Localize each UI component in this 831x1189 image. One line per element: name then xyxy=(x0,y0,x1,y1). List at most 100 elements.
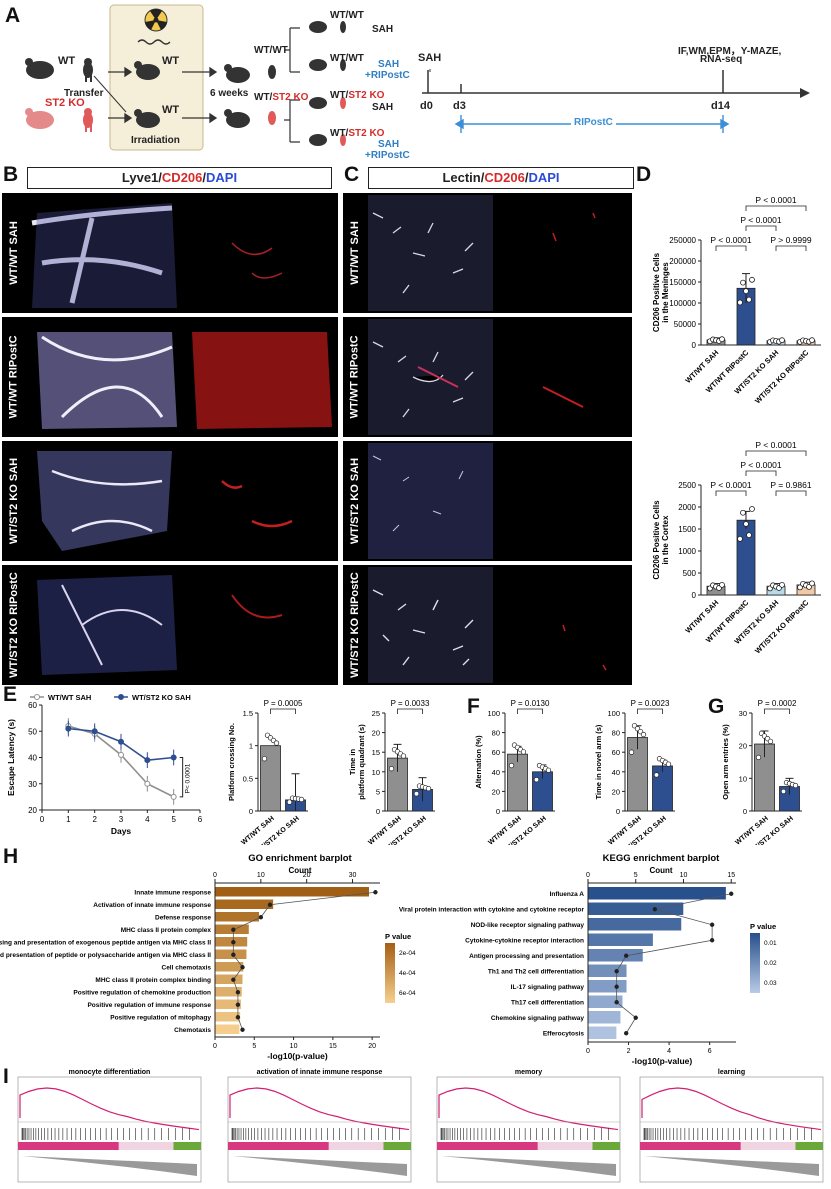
term-label: Th17 cell differentiation xyxy=(511,999,584,1006)
y-tick-label: 0 xyxy=(692,341,697,350)
term-label: Innate immune response xyxy=(134,889,211,896)
term-label: Positive regulation of mitophagy xyxy=(110,1014,211,1021)
group3-sah: SAH xyxy=(372,102,394,113)
rank-colorbar-neg xyxy=(173,1142,201,1150)
p-value-label: P = 0.0005 xyxy=(264,699,303,708)
count-point xyxy=(231,952,236,957)
p-value-label: P = 0.9861 xyxy=(770,480,811,490)
data-point xyxy=(388,766,395,772)
bar xyxy=(215,974,243,984)
significance-bracket xyxy=(745,205,807,211)
y-axis-label: in the Cortex xyxy=(661,515,670,564)
count-point xyxy=(258,915,264,920)
bar xyxy=(588,964,627,977)
y-tick-label: 0.5 xyxy=(243,774,253,783)
significance-bracket xyxy=(745,450,807,456)
term-label: Antigen processing and presentation xyxy=(469,953,584,960)
count-point xyxy=(614,984,619,989)
data-point xyxy=(144,780,151,787)
data-point xyxy=(746,296,752,303)
term-label: IL-17 signaling pathway xyxy=(511,984,585,991)
bar xyxy=(588,1026,617,1039)
x-tick-label: 10 xyxy=(290,1043,298,1050)
timeline-d3: d3 xyxy=(453,100,466,112)
group3-wt: WT/ xyxy=(330,90,349,101)
group1-sah: SAH xyxy=(372,24,394,35)
data-point xyxy=(743,288,749,295)
header-dapi: DAPI xyxy=(206,170,238,185)
count-point xyxy=(235,990,241,995)
y-tick-label: 50 xyxy=(28,727,37,736)
header-sep: / xyxy=(524,170,529,185)
count-tick-label: 0 xyxy=(213,872,217,879)
y-tick-label: 0 xyxy=(743,807,747,816)
x-tick-label: 0 xyxy=(586,1048,590,1055)
y-tick-label: 200000 xyxy=(669,257,696,266)
timeline-end-label-2: RNA-seq xyxy=(700,54,743,65)
bar xyxy=(260,745,281,812)
significance-bracket xyxy=(637,708,663,714)
bar xyxy=(588,933,653,946)
x-tick-label: 0 xyxy=(213,1043,217,1050)
term-label: Influenza A xyxy=(550,891,585,898)
legend-colorbar xyxy=(385,943,395,1003)
y-tick-label: 60 xyxy=(612,748,620,757)
gsea-title: activation of innate immune response xyxy=(257,1069,383,1076)
panel-c-header: Lectin/CD206/DAPI xyxy=(368,167,634,189)
panel-b-row-2: WT/WT RIPostC xyxy=(2,317,338,437)
y-tick-label: 100000 xyxy=(669,299,696,308)
term-label: Cell chemotaxis xyxy=(162,964,212,971)
term-label: Chemokine signaling pathway xyxy=(491,1015,585,1022)
label-st2-ko-red: ST2 KO xyxy=(272,92,309,103)
count-tick-label: 0 xyxy=(586,872,590,879)
data-point xyxy=(400,753,407,759)
data-point xyxy=(780,788,787,795)
y-tick-label: 0 xyxy=(616,807,620,816)
legend-marker xyxy=(34,694,40,700)
term-label: MHC class II protein complex xyxy=(121,927,212,934)
term-label: Antigen processing and presentation of e… xyxy=(0,939,211,946)
label-wt-3: WT xyxy=(162,104,180,116)
label-st2ko: ST2 KO xyxy=(45,97,85,109)
gsea-title: learning xyxy=(718,1069,745,1076)
term-label: NOD-like receptor signaling pathway xyxy=(471,922,585,929)
data-point xyxy=(653,772,660,778)
mouse-icon xyxy=(25,58,54,79)
significance-bracket xyxy=(745,470,777,476)
y-axis-label: Time in xyxy=(348,749,357,776)
label-wt-slash: WT/ xyxy=(254,92,273,103)
count-point xyxy=(709,938,715,943)
p-value-label: P = 0.0002 xyxy=(758,699,797,708)
count-point xyxy=(231,977,236,982)
y-tick-label: 0 xyxy=(496,807,500,816)
count-axis-label: Count xyxy=(288,866,311,875)
count-point xyxy=(235,1002,241,1007)
group2-ripostc: +RIPostC xyxy=(365,70,410,81)
panel-label-i: I xyxy=(3,1065,9,1088)
significance-bracket xyxy=(775,490,807,496)
label-wt-st2ko-mid: WT/ST2 KO xyxy=(254,92,308,103)
group4-wt: WT/ xyxy=(330,128,349,139)
count-point xyxy=(267,902,273,907)
panel-b-header: Lyve1/CD206/DAPI xyxy=(27,167,332,189)
rank-colorbar-mid xyxy=(118,1142,174,1150)
panel-label-c: C xyxy=(344,163,360,186)
legend-tick-label: 2e-04 xyxy=(399,950,416,957)
header-lectin: Lectin xyxy=(442,170,481,185)
x-tick-label: 2 xyxy=(627,1048,631,1055)
x-tick-label: 15 xyxy=(329,1043,337,1050)
enrichment-curve xyxy=(641,1087,822,1131)
p-value-label: P < 0.0001 xyxy=(755,440,796,450)
y-tick-label: 1.5 xyxy=(243,709,253,718)
data-point xyxy=(170,754,177,761)
enrichment-curve xyxy=(19,1087,200,1131)
legend-colorbar xyxy=(750,933,760,993)
count-point xyxy=(729,891,734,896)
x-tick-label: 20 xyxy=(368,1043,376,1050)
data-point xyxy=(746,532,752,539)
bar xyxy=(588,980,627,993)
label-wtwt-mid: WT/WT xyxy=(254,45,288,56)
panel-a-schematic xyxy=(25,4,810,151)
count-tick-label: 15 xyxy=(727,872,735,879)
group4-label: WT/ST2 KO xyxy=(330,128,384,139)
